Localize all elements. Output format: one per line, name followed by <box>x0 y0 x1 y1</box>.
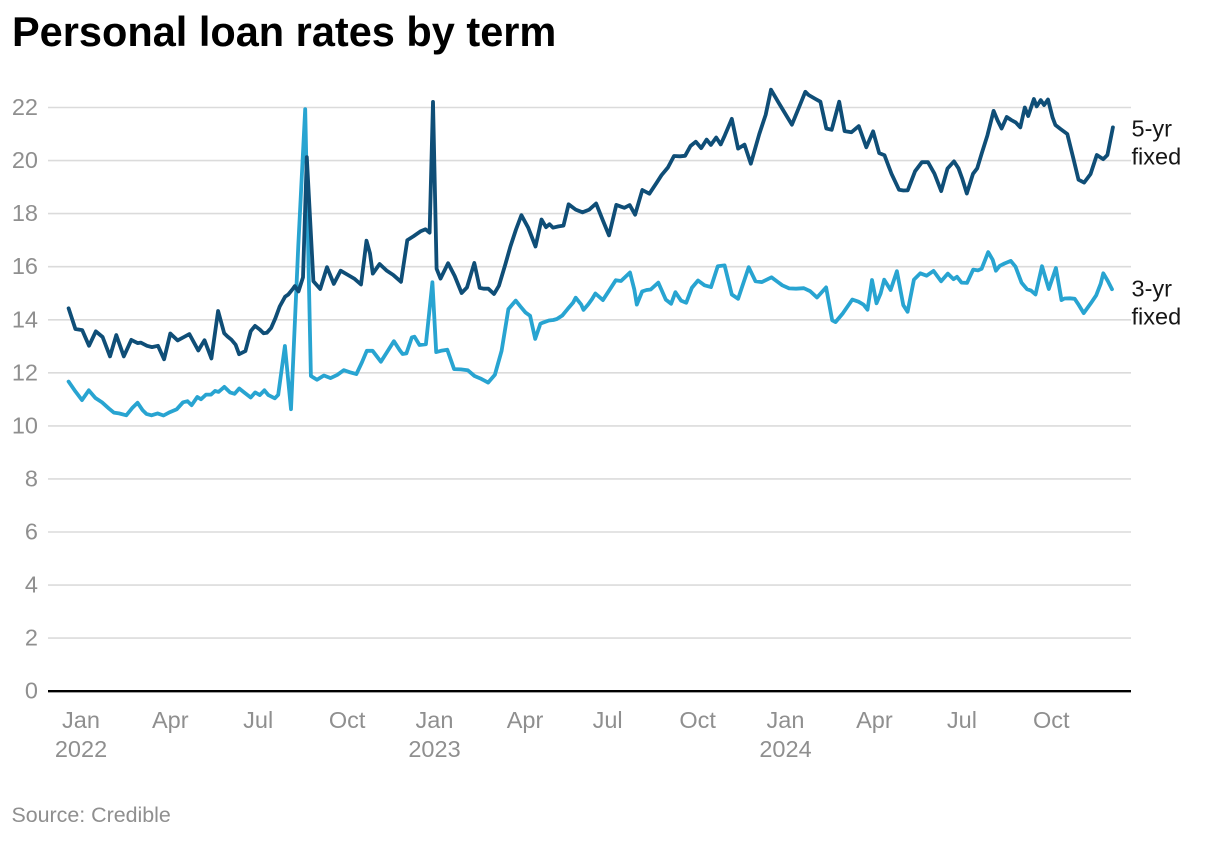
svg-text:Jan: Jan <box>767 707 805 733</box>
svg-text:Jul: Jul <box>593 707 623 733</box>
svg-text:20: 20 <box>12 147 38 173</box>
svg-text:2022: 2022 <box>55 736 107 762</box>
svg-text:8: 8 <box>25 465 38 491</box>
svg-text:5-yr: 5-yr <box>1132 116 1173 142</box>
svg-text:fixed: fixed <box>1132 304 1182 330</box>
svg-text:fixed: fixed <box>1132 144 1182 170</box>
svg-text:Apr: Apr <box>507 707 544 733</box>
svg-text:2023: 2023 <box>408 736 460 762</box>
svg-text:Oct: Oct <box>329 707 366 733</box>
svg-text:3-yr: 3-yr <box>1132 276 1173 302</box>
svg-text:Apr: Apr <box>152 707 189 733</box>
svg-text:10: 10 <box>12 412 38 438</box>
svg-text:16: 16 <box>12 253 38 279</box>
svg-text:22: 22 <box>12 94 38 120</box>
svg-text:18: 18 <box>12 200 38 226</box>
svg-text:Jan: Jan <box>62 707 100 733</box>
svg-text:0: 0 <box>25 678 38 704</box>
svg-text:Jul: Jul <box>947 707 977 733</box>
svg-text:12: 12 <box>12 359 38 385</box>
svg-text:6: 6 <box>25 519 38 545</box>
svg-text:Jan: Jan <box>416 707 454 733</box>
svg-text:Oct: Oct <box>1033 707 1070 733</box>
svg-text:4: 4 <box>25 572 38 598</box>
svg-text:Apr: Apr <box>856 707 893 733</box>
svg-text:Jul: Jul <box>243 707 273 733</box>
svg-text:14: 14 <box>12 306 38 332</box>
svg-text:2024: 2024 <box>759 736 811 762</box>
svg-text:2: 2 <box>25 625 38 651</box>
svg-text:Oct: Oct <box>679 707 716 733</box>
